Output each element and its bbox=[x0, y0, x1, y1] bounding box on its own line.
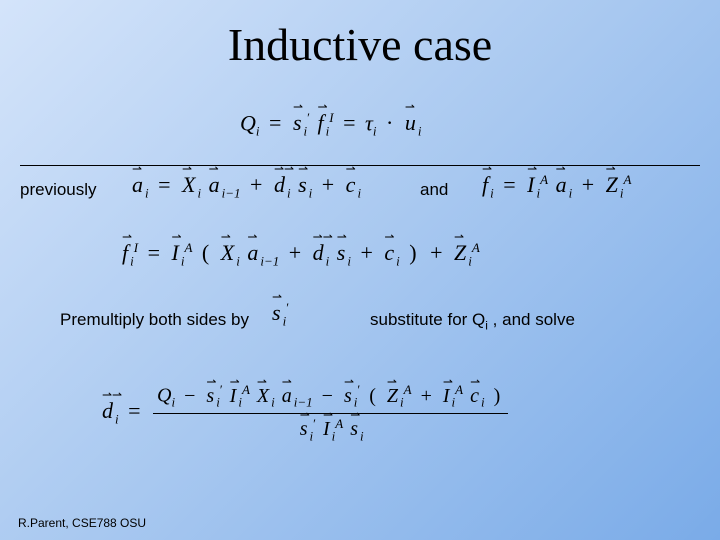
premultiply-label: Premultiply both sides by bbox=[60, 310, 249, 330]
equation-4: ⇀si′ bbox=[270, 300, 289, 330]
equation-1: Qi = ⇀si′ ⇀fiI = τi · ⇀ui bbox=[240, 110, 421, 140]
equation-3: ⇀fiI = ⇀IiA ( ⇀Xi ⇀ai−1 + ⇀⇀di ⇀si + ⇀ci… bbox=[120, 240, 480, 270]
previously-label: previously bbox=[20, 180, 97, 200]
equation-2a: ⇀ai = ⇀Xi ⇀ai−1 + ⇀⇀di ⇀si + ⇀ci bbox=[130, 172, 361, 201]
divider-line bbox=[20, 165, 700, 166]
footer-text: R.Parent, CSE788 OSU bbox=[18, 516, 146, 530]
equation-5: ⇀⇀di = Qi − ⇀si′ ⇀IiA ⇀Xi ⇀ai−1 − ⇀si′ (… bbox=[100, 380, 511, 446]
equation-2b: ⇀fi = ⇀IiA ⇀ai + ⇀ZiA bbox=[480, 172, 631, 202]
substitute-label: substitute for Qi , and solve bbox=[370, 310, 575, 332]
and-label: and bbox=[420, 180, 448, 200]
slide-title: Inductive case bbox=[0, 0, 720, 71]
